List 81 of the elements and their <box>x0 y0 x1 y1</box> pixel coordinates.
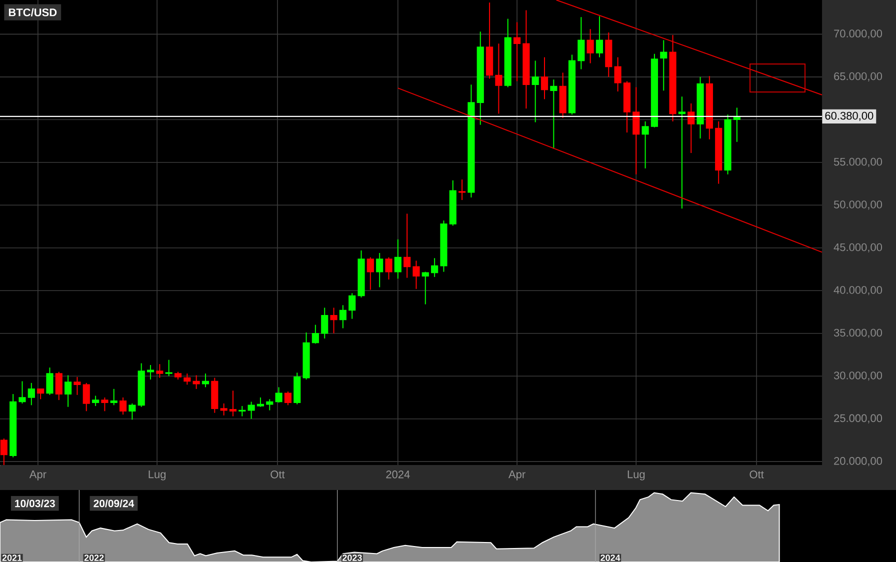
candlestick <box>18 380 26 404</box>
text: BTC/USD <box>8 8 57 16</box>
candlestick <box>0 438 8 466</box>
candlestick <box>532 60 539 123</box>
candlestick <box>458 179 466 201</box>
candlestick <box>394 238 402 280</box>
candlestick <box>312 324 319 344</box>
y-tick-label: 45.000,00 <box>834 243 882 252</box>
y-tick-label: 70.000,00 <box>834 30 882 39</box>
candlestick <box>55 371 62 401</box>
y-tick-label: 25.000,00 <box>834 414 882 424</box>
y-tick-label: 50.000,00 <box>834 200 882 210</box>
candlestick <box>688 102 695 154</box>
candlestick <box>660 40 668 92</box>
x-tick-label: 2022 <box>84 554 104 562</box>
candlestick <box>165 359 172 377</box>
candlestick <box>348 292 356 320</box>
candlestick <box>513 22 521 82</box>
candlestick <box>376 252 384 288</box>
candlestick <box>192 374 200 390</box>
candlestick <box>678 96 686 210</box>
candlestick <box>330 307 338 334</box>
candlestick <box>37 388 44 400</box>
candlestick <box>119 396 127 416</box>
candlestick <box>614 56 622 92</box>
candlestick <box>632 86 640 175</box>
x-tick-label: Lug <box>148 470 166 480</box>
candlestick <box>266 398 274 411</box>
x-tick-label: Ott <box>750 470 764 478</box>
candlestick <box>28 382 35 406</box>
candlestick <box>284 390 292 406</box>
candlestick <box>495 43 502 114</box>
candlestick <box>339 304 346 329</box>
candlestick <box>540 56 548 100</box>
candlestick <box>431 258 438 278</box>
candlestick <box>596 16 604 58</box>
y-tick-label: 20.000,00 <box>834 457 882 466</box>
candlestick <box>101 396 108 412</box>
x-tick-label: 2024 <box>600 554 620 562</box>
candlestick <box>184 373 191 386</box>
candlestick <box>586 28 594 64</box>
candlestick <box>220 402 228 416</box>
candlestick <box>156 364 164 378</box>
x-tick-label: Ott <box>270 470 285 478</box>
y-tick-label: 55.000,00 <box>834 158 882 167</box>
candlestick <box>74 376 81 396</box>
annotation: 20/09/24 <box>94 499 134 508</box>
ref-line-label: 60.380,00 <box>825 112 874 121</box>
candlestick <box>128 402 136 420</box>
candlestick <box>366 256 374 290</box>
x-tick-label: 2023 <box>342 554 362 561</box>
candlestick <box>146 364 154 380</box>
candlestick <box>229 390 237 417</box>
y-tick-label: 65.000,00 <box>834 72 882 82</box>
candlestick <box>238 406 246 417</box>
candlestick <box>256 396 264 408</box>
y-tick-label: 35.000,00 <box>834 328 882 338</box>
candlestick <box>404 213 411 278</box>
candlestick <box>550 78 558 150</box>
candlestick <box>110 388 118 406</box>
x-tick-label: 2021 <box>2 554 22 562</box>
candlestick <box>422 271 429 305</box>
candlestick <box>82 382 90 412</box>
candlestick <box>64 374 72 408</box>
candlestick <box>248 401 255 420</box>
x-tick-label: 2024 <box>386 470 410 478</box>
candlestick <box>385 256 392 280</box>
y-tick-label: 30.000,00 <box>834 372 882 381</box>
candlestick <box>92 395 100 407</box>
annotation: 10/03/23 <box>15 499 55 508</box>
candlestick <box>321 307 328 339</box>
x-tick-label: Lug <box>628 470 645 480</box>
candlestick <box>202 373 210 388</box>
candlestick <box>578 16 585 70</box>
x-tick-label: Apr <box>508 470 526 480</box>
x-tick-label: Apr <box>29 470 46 480</box>
candlestick <box>46 367 54 396</box>
candlestick <box>275 386 282 404</box>
y-tick-label: 40.000,00 <box>834 286 882 296</box>
candlestick <box>642 120 649 169</box>
candlestick <box>412 260 420 290</box>
